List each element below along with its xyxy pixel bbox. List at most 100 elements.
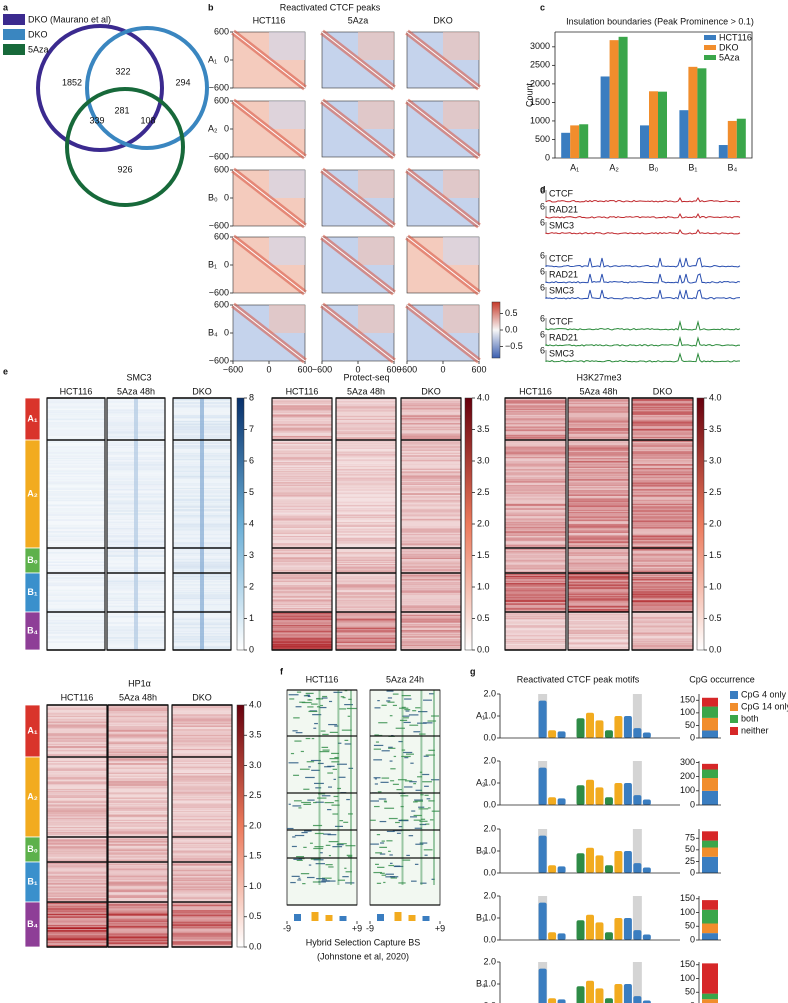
bs-read (310, 858, 321, 860)
heatmap-row (632, 433, 693, 435)
bs-read (315, 801, 324, 803)
bs-read (341, 729, 352, 731)
heatmap-row (272, 582, 332, 584)
heatmap-row (568, 494, 629, 497)
heatmap-row (505, 525, 566, 528)
heatmap-row (336, 476, 396, 478)
bs-read (375, 741, 379, 743)
heatmap-row (47, 519, 105, 521)
heatmap-row (172, 849, 232, 851)
heatmap-row (172, 903, 232, 905)
heatmap-row (47, 407, 105, 409)
heatmap-row (632, 406, 693, 409)
heatmap-row (47, 799, 107, 802)
heatmap-row (505, 448, 566, 450)
heatmap-row (47, 509, 105, 511)
heatmap-row (505, 634, 566, 637)
heatmap-row (401, 483, 461, 485)
heatmap-row (108, 877, 168, 880)
heatmap-row (336, 595, 396, 598)
heatmap-row (505, 640, 566, 643)
heatmap-row (272, 454, 332, 456)
heatmap-row (336, 486, 396, 488)
heatmap-row (336, 565, 396, 567)
bs-read (395, 727, 405, 729)
bs-read (373, 871, 382, 874)
heatmap-row (108, 770, 168, 773)
heatmap-row (336, 507, 396, 509)
stacked-bar (702, 717, 718, 731)
heatmap-row (505, 541, 566, 543)
heatmap-row (172, 831, 232, 834)
heatmap-row (47, 707, 107, 710)
track-scale: 6 (540, 266, 545, 276)
heatmap-row (272, 566, 332, 569)
bs-read (332, 813, 339, 815)
colorbar-label: 7 (249, 424, 254, 434)
heatmap-row (272, 490, 332, 492)
logo-letter (633, 930, 642, 940)
heatmap-row (47, 708, 107, 710)
heatmap-row (336, 508, 396, 510)
bs-read (312, 714, 322, 716)
heatmap-row (47, 815, 107, 817)
heatmap-row (272, 618, 332, 620)
heatmap-row (568, 434, 629, 436)
heatmap-row (632, 627, 693, 630)
heatmap-row (47, 559, 105, 562)
heatmap-row (401, 400, 461, 403)
heatmap-row (401, 573, 461, 576)
bs-read (328, 786, 333, 788)
heatmap-row (632, 621, 693, 624)
heatmap-row (505, 555, 566, 557)
heatmap-row (47, 603, 105, 605)
bs-read (329, 758, 339, 760)
heatmap-row (172, 867, 232, 870)
heatmap-row (632, 593, 693, 595)
bs-read (288, 762, 299, 764)
heatmap-row (47, 464, 105, 467)
logo-letter (576, 853, 585, 873)
heatmap-row (401, 433, 461, 435)
x-tick-label: 600 (297, 364, 312, 374)
colorbar-label: 0.5 (505, 308, 518, 318)
heatmap-row (632, 446, 693, 448)
heatmap-row (568, 454, 629, 456)
heatmap-row (47, 895, 107, 898)
heatmap-row (172, 846, 232, 848)
heatmap-row (505, 506, 566, 508)
heatmap-row (401, 581, 461, 583)
heatmap-row (272, 579, 332, 582)
heatmap-row (272, 428, 332, 430)
logo-letter (595, 922, 604, 940)
heatmap-row (272, 557, 332, 560)
heatmap-row (47, 462, 105, 464)
heatmap-row (336, 604, 396, 606)
heatmap-row (505, 513, 566, 515)
heatmap-row (336, 423, 396, 426)
heatmap-row (108, 889, 168, 891)
bs-read (403, 721, 411, 724)
heatmap-row (272, 573, 332, 576)
heatmap-row (272, 593, 332, 595)
bs-read (384, 801, 388, 803)
heatmap-row (401, 543, 461, 545)
bs-read (425, 823, 430, 825)
heatmap-row (47, 530, 105, 533)
hic-domain (269, 170, 305, 198)
bs-read (299, 768, 310, 770)
bs-read (375, 852, 382, 854)
heatmap-row (47, 471, 105, 473)
bs-read (346, 707, 357, 710)
heatmap-row (172, 869, 232, 871)
heatmap-row (568, 524, 629, 526)
venn-count: 1852 (62, 77, 82, 87)
heatmap-row (47, 599, 105, 602)
heatmap-row (336, 477, 396, 480)
bs-read (401, 755, 411, 758)
heatmap-row (336, 455, 396, 457)
heatmap-row (401, 417, 461, 419)
heatmap-row (401, 645, 461, 646)
heatmap-row (336, 546, 396, 548)
heatmap-row (47, 440, 105, 442)
